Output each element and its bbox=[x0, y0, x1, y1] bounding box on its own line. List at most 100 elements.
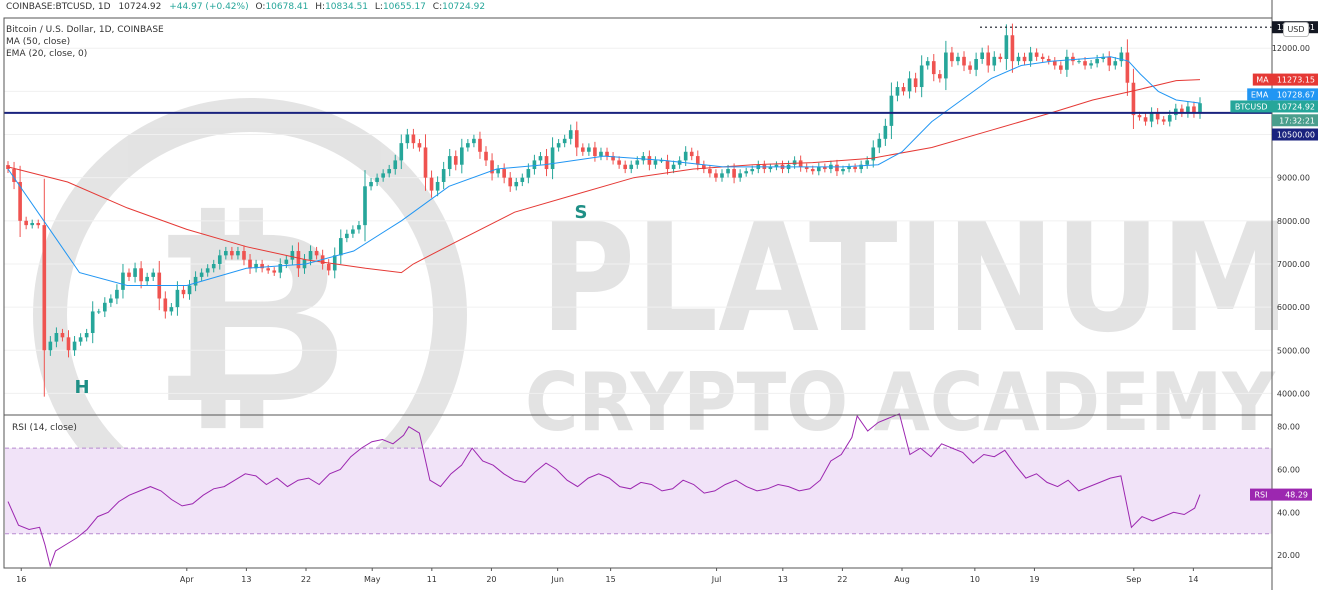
rsi-tick-label: 20.00 bbox=[1277, 551, 1300, 560]
candle-body bbox=[1149, 112, 1154, 122]
rsi-tick-label: 40.00 bbox=[1277, 508, 1300, 517]
candle-body bbox=[508, 177, 513, 187]
candle-body bbox=[199, 272, 204, 277]
time-tick-label: 10 bbox=[970, 575, 980, 584]
candle-body bbox=[629, 164, 634, 170]
candle-body bbox=[702, 164, 706, 170]
last-price: 10724.92 bbox=[118, 2, 162, 12]
main-pane: HS bbox=[4, 23, 1272, 398]
candle-body bbox=[526, 169, 531, 178]
candle-body bbox=[1113, 61, 1118, 66]
candle-body bbox=[314, 251, 319, 256]
candle-body bbox=[484, 151, 488, 161]
candle-body bbox=[623, 164, 627, 170]
ema20-line bbox=[7, 56, 1201, 286]
candle-body bbox=[1010, 35, 1015, 62]
symbol-label[interactable]: COINBASE:BTCUSD, 1D bbox=[6, 2, 111, 12]
candle-body bbox=[217, 255, 222, 264]
candle-body bbox=[841, 169, 845, 172]
candle-body bbox=[804, 166, 809, 170]
time-tick-label: May bbox=[364, 575, 381, 584]
candle-body bbox=[387, 169, 392, 174]
last-price-tag-value: 10724.92 bbox=[1277, 102, 1315, 111]
candle-body bbox=[48, 341, 53, 351]
close-label: C: bbox=[432, 2, 443, 12]
candle-body bbox=[816, 166, 821, 172]
candle-body bbox=[1059, 65, 1063, 70]
candle-body bbox=[187, 285, 192, 295]
ma50-line bbox=[7, 79, 1201, 274]
candle-body bbox=[12, 169, 16, 182]
candle-body bbox=[913, 78, 918, 88]
countdown-tag-value: 17:32:21 bbox=[1279, 116, 1315, 125]
time-tick-label: Aug bbox=[894, 575, 910, 584]
candle-body bbox=[478, 138, 482, 152]
high-value: 10834.51 bbox=[325, 2, 369, 12]
currency-button[interactable]: USD bbox=[1283, 22, 1309, 37]
candle-body bbox=[792, 160, 797, 165]
candle-body bbox=[1186, 106, 1190, 113]
candle-body bbox=[641, 156, 646, 161]
candle-body bbox=[399, 143, 404, 161]
candle-body bbox=[369, 181, 373, 187]
candle-body bbox=[599, 151, 603, 157]
candle-body bbox=[230, 251, 234, 256]
candle-body bbox=[810, 169, 815, 172]
support-price-tag-bg bbox=[1272, 128, 1318, 141]
candle-body bbox=[224, 251, 228, 256]
candle-body bbox=[502, 169, 506, 178]
axes: 4000.00 5000.00 6000.00 7000.00 8000.00 9000.… bbox=[3, 0, 1318, 590]
candle-body bbox=[1065, 56, 1069, 70]
rsi-line bbox=[7, 413, 1201, 568]
symbol-info-bar: COINBASE:BTCUSD, 1D 10724.92 +44.97 (+0.… bbox=[6, 2, 485, 12]
candle-body bbox=[944, 52, 948, 79]
candle-body bbox=[1161, 119, 1166, 122]
candle-body bbox=[581, 147, 585, 152]
watermark-line2: CRYPTO ACADEMY bbox=[525, 356, 1276, 449]
candle-body bbox=[653, 160, 658, 165]
ema-legend[interactable]: EMA (20, close, 0) bbox=[6, 49, 88, 59]
candle-body bbox=[587, 147, 591, 152]
time-tick-label: 11 bbox=[427, 575, 437, 584]
rsi-pane bbox=[5, 413, 1272, 568]
candle-body bbox=[1046, 58, 1051, 62]
candle-body bbox=[363, 186, 367, 226]
candles bbox=[6, 23, 1202, 397]
candle-body bbox=[163, 298, 168, 312]
ma-legend[interactable]: MA (50, close) bbox=[6, 37, 71, 47]
candle-body bbox=[611, 156, 615, 161]
candle-body bbox=[417, 143, 422, 148]
time-tick-label: 15 bbox=[606, 575, 616, 584]
price-tick-label: 8000.00 bbox=[1277, 217, 1310, 226]
candle-body bbox=[326, 263, 331, 271]
candle-body bbox=[411, 134, 416, 144]
candle-body bbox=[938, 74, 942, 79]
candle-body bbox=[169, 307, 174, 312]
candle-body bbox=[968, 65, 972, 70]
candle-body bbox=[78, 337, 83, 342]
time-tick-label: 13 bbox=[778, 575, 788, 584]
rsi-legend[interactable]: RSI (14, close) bbox=[12, 423, 77, 433]
candle-body bbox=[835, 164, 839, 172]
candle-body bbox=[732, 169, 736, 178]
candle-body bbox=[689, 151, 694, 157]
candle-body bbox=[423, 147, 428, 178]
candle-body bbox=[42, 225, 47, 351]
candle-body bbox=[562, 138, 567, 144]
candle-body bbox=[635, 160, 640, 165]
candle-body bbox=[1077, 61, 1081, 63]
candle-body bbox=[950, 52, 954, 62]
candle-body bbox=[441, 169, 446, 182]
candle-body bbox=[901, 87, 906, 92]
candle-body bbox=[962, 56, 966, 66]
price-tick-label: 7000.00 bbox=[1277, 260, 1310, 269]
candle-body bbox=[895, 87, 900, 96]
time-tick-label: Apr bbox=[180, 575, 195, 584]
candle-body bbox=[127, 272, 131, 277]
candle-body bbox=[1052, 61, 1057, 66]
candle-body bbox=[459, 147, 464, 165]
open-label: O: bbox=[255, 2, 266, 12]
candle-body bbox=[798, 160, 803, 167]
candle-body bbox=[1095, 58, 1099, 64]
